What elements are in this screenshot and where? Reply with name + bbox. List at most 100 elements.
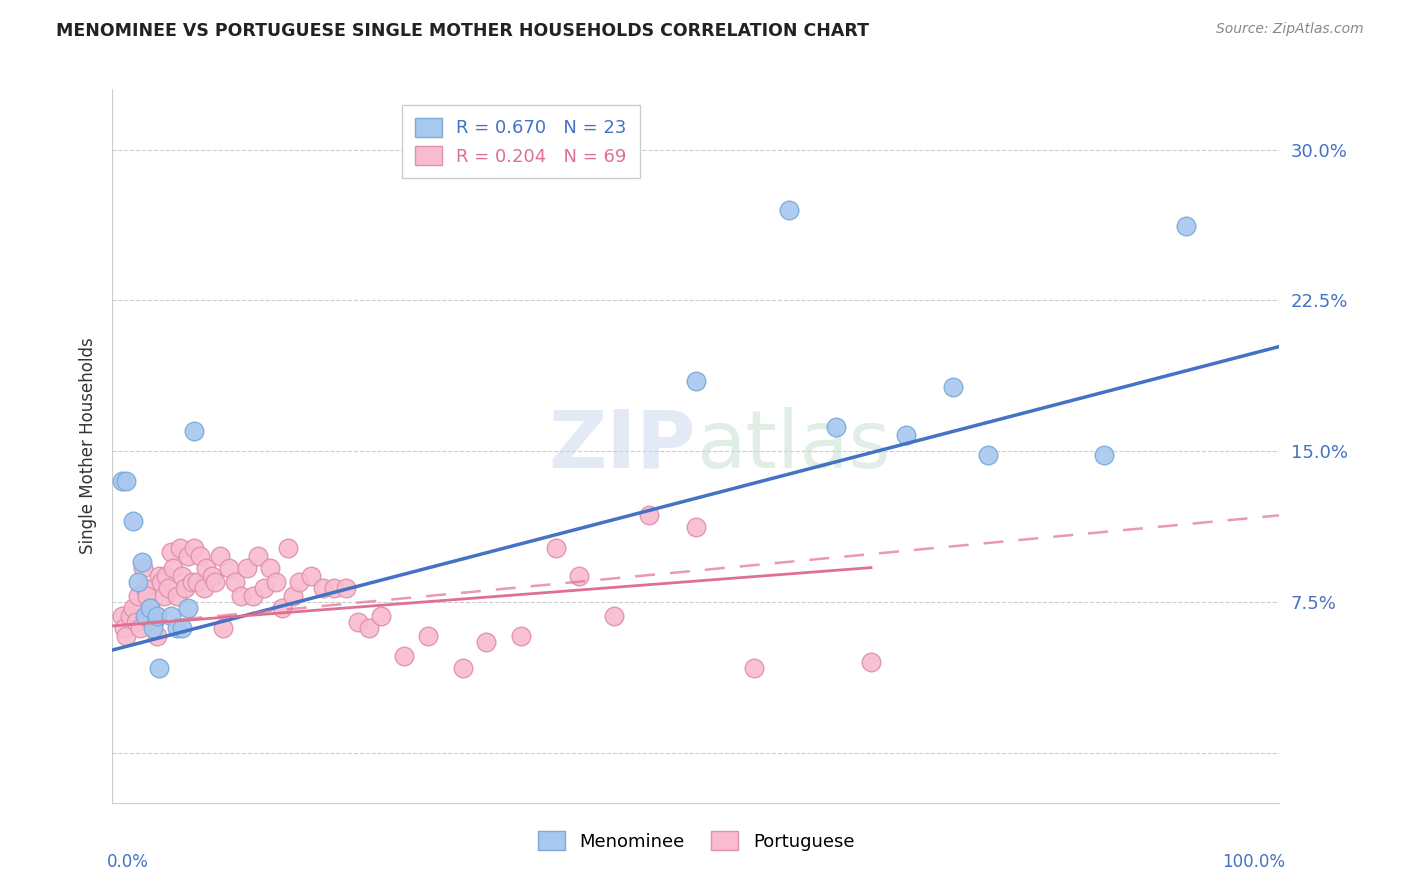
Point	[111, 608, 134, 623]
Point	[212, 621, 235, 635]
Point	[186, 574, 208, 589]
Point	[270, 600, 292, 615]
Point	[183, 424, 205, 438]
Point	[394, 648, 416, 663]
Point	[825, 420, 848, 434]
Point	[155, 568, 177, 582]
Point	[139, 600, 162, 615]
Point	[475, 635, 498, 649]
Point	[118, 608, 141, 623]
Point	[193, 581, 215, 595]
Point	[208, 549, 231, 563]
Point	[180, 574, 202, 589]
Point	[172, 621, 194, 635]
Point	[183, 541, 205, 555]
Point	[259, 560, 281, 574]
Text: 0.0%: 0.0%	[107, 853, 149, 871]
Point	[288, 574, 311, 589]
Point	[122, 515, 145, 529]
Point	[218, 560, 240, 574]
Text: Source: ZipAtlas.com: Source: ZipAtlas.com	[1216, 22, 1364, 37]
Point	[276, 541, 298, 555]
Point	[150, 574, 173, 589]
Point	[1094, 448, 1116, 462]
Point	[157, 581, 180, 595]
Text: MENOMINEE VS PORTUGUESE SINGLE MOTHER HOUSEHOLDS CORRELATION CHART: MENOMINEE VS PORTUGUESE SINGLE MOTHER HO…	[56, 22, 869, 40]
Point	[122, 600, 145, 615]
Point	[544, 541, 567, 555]
Text: atlas: atlas	[696, 407, 890, 485]
Point	[204, 574, 226, 589]
Point	[359, 621, 381, 635]
Text: ZIP: ZIP	[548, 407, 696, 485]
Point	[127, 589, 149, 603]
Point	[778, 202, 800, 217]
Point	[141, 608, 163, 623]
Point	[685, 520, 707, 534]
Point	[247, 549, 270, 563]
Point	[143, 615, 166, 629]
Point	[146, 608, 169, 623]
Point	[112, 621, 135, 635]
Point	[172, 568, 194, 582]
Point	[132, 560, 155, 574]
Point	[942, 380, 965, 394]
Point	[188, 549, 211, 563]
Point	[283, 589, 305, 603]
Point	[894, 428, 917, 442]
Point	[311, 581, 333, 595]
Point	[264, 574, 287, 589]
Point	[134, 581, 156, 595]
Point	[416, 629, 439, 643]
Point	[229, 589, 252, 603]
Point	[1175, 219, 1198, 233]
Point	[115, 474, 138, 488]
Point	[603, 608, 626, 623]
Point	[235, 560, 257, 574]
Point	[451, 661, 474, 675]
Point	[146, 629, 169, 643]
Point	[129, 621, 152, 635]
Point	[166, 621, 188, 635]
Point	[139, 600, 162, 615]
Point	[744, 661, 766, 675]
Point	[860, 655, 883, 669]
Point	[166, 589, 188, 603]
Point	[638, 508, 661, 523]
Point	[976, 448, 998, 462]
Point	[162, 560, 184, 574]
Point	[125, 615, 148, 629]
Point	[201, 568, 224, 582]
Point	[160, 544, 183, 558]
Point	[169, 541, 191, 555]
Point	[142, 621, 165, 635]
Point	[242, 589, 264, 603]
Point	[177, 549, 200, 563]
Y-axis label: Single Mother Households: Single Mother Households	[79, 338, 97, 554]
Point	[177, 600, 200, 615]
Point	[127, 574, 149, 589]
Text: 100.0%: 100.0%	[1222, 853, 1285, 871]
Point	[335, 581, 357, 595]
Point	[346, 615, 368, 629]
Point	[148, 661, 170, 675]
Point	[148, 568, 170, 582]
Point	[111, 474, 134, 488]
Point	[568, 568, 591, 582]
Point	[194, 560, 217, 574]
Point	[131, 555, 153, 569]
Point	[115, 629, 138, 643]
Point	[153, 589, 176, 603]
Point	[134, 608, 156, 623]
Point	[323, 581, 346, 595]
Point	[299, 568, 322, 582]
Point	[224, 574, 246, 589]
Point	[160, 608, 183, 623]
Point	[685, 374, 707, 388]
Point	[509, 629, 531, 643]
Point	[253, 581, 276, 595]
Point	[136, 589, 159, 603]
Point	[370, 608, 392, 623]
Legend: Menominee, Portuguese: Menominee, Portuguese	[530, 824, 862, 858]
Point	[173, 581, 195, 595]
